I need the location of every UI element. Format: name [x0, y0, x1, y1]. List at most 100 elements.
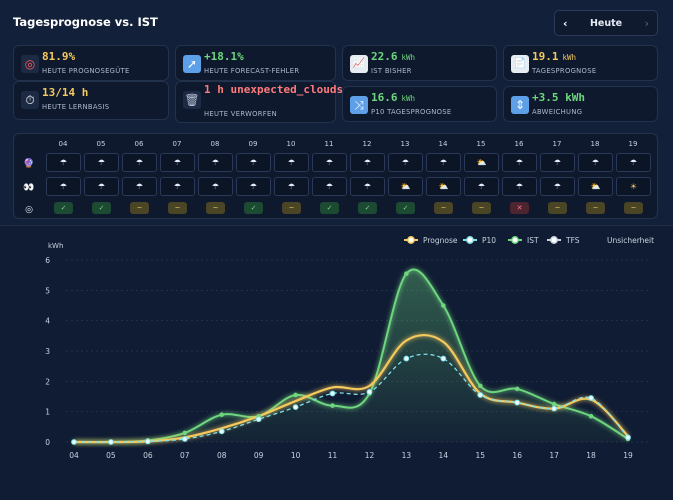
hour-label-15: 15	[476, 140, 486, 148]
kpi-value: 1 h unexpected_clouds	[204, 83, 344, 96]
eyes-icon: 👀	[23, 183, 35, 193]
p10-point	[292, 404, 299, 411]
legend-marker-tfs	[550, 236, 558, 244]
x-tick-label: 09	[254, 451, 264, 460]
eval-badge-10: ~	[282, 202, 301, 214]
observed-cell-13: ⛅	[388, 177, 423, 196]
kpi-value: 13/14 h	[42, 86, 89, 99]
y-tick-label: 5	[45, 286, 50, 295]
hour-label-14: 14	[438, 140, 448, 148]
rain-icon: ☂	[135, 158, 144, 167]
x-tick-label: 18	[586, 451, 596, 460]
observed-cell-19: ☀	[616, 177, 651, 196]
x-tick-label: 19	[623, 451, 633, 460]
forecast-cell-19: ☂	[616, 153, 651, 172]
previous-day-button[interactable]: ‹	[563, 16, 568, 30]
ist-point	[404, 271, 409, 276]
x-tick-label: 17	[549, 451, 559, 460]
eval-badge-13: ✓	[396, 202, 415, 214]
kpi-forecast-fehler: ➚ +18.1% HEUTE FORECAST-FEHLER	[175, 45, 336, 81]
forecast-cell-15: ⛅	[464, 153, 499, 172]
hour-label-19: 19	[628, 140, 638, 148]
observed-cell-14: ⛅	[426, 177, 461, 196]
hour-label-12: 12	[362, 140, 372, 148]
hour-label-09: 09	[248, 140, 258, 148]
observed-cell-15: ☂	[464, 177, 499, 196]
rain-icon: ☂	[629, 158, 638, 167]
target-icon: ◎	[21, 55, 39, 73]
eval-badge-17: ~	[548, 202, 567, 214]
hour-label-04: 04	[58, 140, 68, 148]
p10-point	[144, 438, 151, 445]
document-chart-icon: 📄	[511, 55, 529, 73]
kpi-label: HEUTE VERWORFEN	[204, 110, 277, 118]
rain-icon: ☂	[325, 182, 334, 191]
forecast-cell-17: ☂	[540, 153, 575, 172]
ist-point	[441, 303, 446, 308]
hour-label-07: 07	[172, 140, 182, 148]
eval-badge-16: ✕	[510, 202, 529, 214]
kpi-prognosegute: ◎ 81.9% HEUTE PROGNOSEGÜTE	[13, 45, 169, 81]
day-label: Heute	[589, 17, 623, 29]
sun-icon: ☀	[629, 182, 638, 191]
hour-label-18: 18	[590, 140, 600, 148]
stopwatch-icon: ⏱	[21, 91, 39, 109]
y-axis-label: kWh	[48, 242, 63, 250]
x-tick-label: 11	[328, 451, 338, 460]
eval-badge-07: ~	[168, 202, 187, 214]
forecast-cell-10: ☂	[274, 153, 309, 172]
rain-icon: ☂	[135, 182, 144, 191]
rain-icon: ☂	[249, 182, 258, 191]
rain-icon: ☂	[211, 182, 220, 191]
rain-icon: ☂	[477, 182, 486, 191]
x-tick-label: 06	[143, 451, 153, 460]
x-tick-label: 14	[439, 451, 449, 460]
x-tick-label: 08	[217, 451, 227, 460]
p10-point	[403, 355, 410, 362]
rain-icon: ☂	[59, 158, 68, 167]
hour-label-06: 06	[134, 140, 144, 148]
hourly-weather-grid: 🔮 👀 ◎ 04 ☂ ☂ ✓ 05 ☂ ☂ ✓ 06 ☂ ☂ ~07 ☂ ☂ ~08 ☂ ☂ ~09 ☂ ☂ ✓ 10 ☂ ☂…	[13, 133, 658, 219]
up-down-arrow-icon: ⇕	[511, 96, 529, 114]
day-navigator: ‹ Heute ›	[554, 10, 658, 36]
sun-cloud-icon: ⛅	[400, 182, 411, 191]
ist-point	[588, 413, 594, 419]
sun-cloud-icon: ⛅	[590, 182, 601, 191]
rain-icon: ☂	[401, 158, 410, 167]
kpi-lernbasis: ⏱ 13/14 h HEUTE LERNBASIS	[13, 81, 169, 120]
eval-badge-06: ~	[130, 202, 149, 214]
y-tick-label: 4	[45, 317, 50, 326]
forecast-chart: kWh 0 1 2 3 4 5 6 04 05 06 07 08 09 10 11 12 13 14 15 16 17 18…	[0, 225, 673, 500]
x-tick-label: 05	[106, 451, 116, 460]
shuffle-icon: ⤨	[350, 96, 368, 114]
legend-label-ist: IST	[527, 236, 539, 245]
trash-icon: 🗑	[183, 91, 201, 109]
eval-badge-12: ✓	[358, 202, 377, 214]
crystal-ball-icon: 🔮	[23, 159, 35, 169]
p10-point	[108, 439, 114, 445]
hour-label-11: 11	[324, 140, 334, 148]
ist-point	[182, 430, 188, 436]
x-tick-label: 15	[475, 451, 485, 460]
eval-badge-05: ✓	[92, 202, 111, 214]
kpi-verworfen: 🗑 1 h unexpected_clouds HEUTE VERWORFEN	[175, 81, 343, 123]
series-line-p10	[73, 353, 629, 443]
observed-cell-07: ☂	[160, 177, 195, 196]
kpi-value: +3.5 kWh	[532, 91, 585, 104]
hour-label-16: 16	[514, 140, 524, 148]
next-day-button[interactable]: ›	[644, 16, 649, 30]
ist-area	[74, 269, 628, 443]
eval-badge-15: ~	[472, 202, 491, 214]
rain-icon: ☂	[97, 158, 106, 167]
arrow-up-right-icon: ➚	[183, 55, 201, 73]
ist-point	[514, 386, 520, 392]
rain-icon: ☂	[97, 182, 106, 191]
rain-icon: ☂	[173, 182, 182, 191]
ist-point	[551, 401, 557, 407]
ist-point	[219, 412, 225, 417]
kpi-label: P10 TAGESPROGNOSE	[371, 108, 452, 116]
rain-icon: ☂	[515, 182, 524, 191]
forecast-cell-06: ☂	[122, 153, 157, 172]
rain-icon: ☂	[211, 158, 220, 167]
